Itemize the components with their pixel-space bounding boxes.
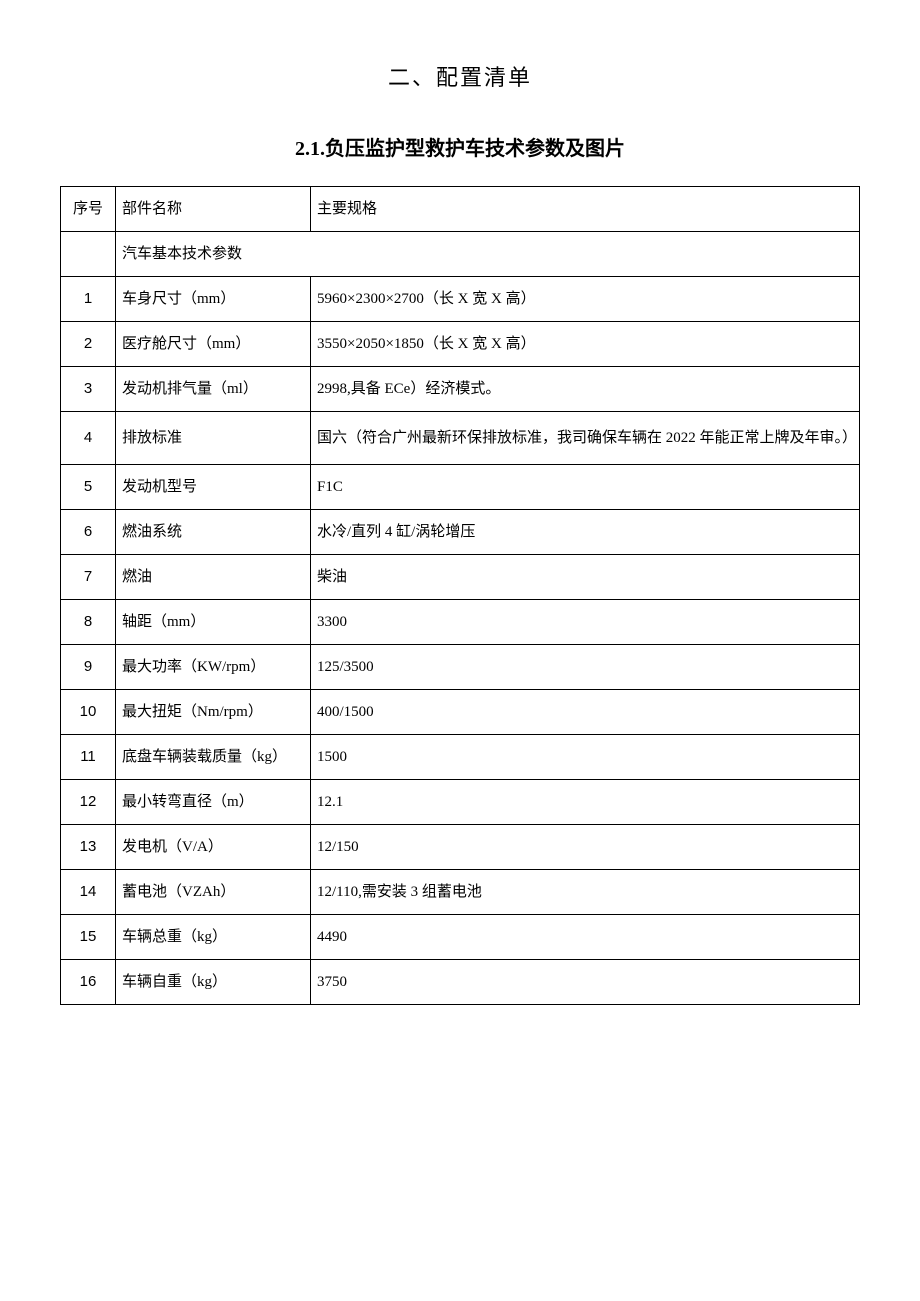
cell-spec: 4490 <box>311 915 860 960</box>
cell-name: 最大功率（KW/rpm） <box>116 645 311 690</box>
cell-name: 车身尺寸（mm） <box>116 277 311 322</box>
section-title: 2.1.负压监护型救护车技术参数及图片 <box>60 132 860 161</box>
spec-table: 序号 部件名称 主要规格 汽车基本技术参数 1 车身尺寸（mm） 5960×23… <box>60 186 860 1005</box>
cell-spec: 2998,具备 ECe）经济模式。 <box>311 367 860 412</box>
table-row: 6 燃油系统 水冷/直列 4 缸/涡轮增压 <box>61 510 860 555</box>
cell-name: 最小转弯直径（m） <box>116 780 311 825</box>
cell-index: 13 <box>61 825 116 870</box>
table-row: 7 燃油 柴油 <box>61 555 860 600</box>
table-row: 12 最小转弯直径（m） 12.1 <box>61 780 860 825</box>
table-row: 15 车辆总重（kg） 4490 <box>61 915 860 960</box>
table-row: 10 最大扭矩（Nm/rpm） 400/1500 <box>61 690 860 735</box>
cell-index: 6 <box>61 510 116 555</box>
table-row: 8 轴距（mm） 3300 <box>61 600 860 645</box>
cell-index: 10 <box>61 690 116 735</box>
table-header-row: 序号 部件名称 主要规格 <box>61 187 860 232</box>
cell-index: 7 <box>61 555 116 600</box>
cell-spec: 12/110,需安装 3 组蓄电池 <box>311 870 860 915</box>
table-row: 16 车辆自重（kg） 3750 <box>61 960 860 1005</box>
cell-name: 发动机排气量（ml） <box>116 367 311 412</box>
cell-spec: F1C <box>311 465 860 510</box>
cell-spec: 柴油 <box>311 555 860 600</box>
cell-spec: 12.1 <box>311 780 860 825</box>
cell-name: 车辆自重（kg） <box>116 960 311 1005</box>
cell-name: 医疗舱尺寸（mm） <box>116 322 311 367</box>
cell-index: 16 <box>61 960 116 1005</box>
header-index: 序号 <box>61 187 116 232</box>
table-row: 13 发电机（V/A） 12/150 <box>61 825 860 870</box>
cell-index: 15 <box>61 915 116 960</box>
cell-name: 最大扭矩（Nm/rpm） <box>116 690 311 735</box>
cell-name: 底盘车辆装载质量（kg） <box>116 735 311 780</box>
table-row: 9 最大功率（KW/rpm） 125/3500 <box>61 645 860 690</box>
header-spec: 主要规格 <box>311 187 860 232</box>
table-row: 2 医疗舱尺寸（mm） 3550×2050×1850（长 X 宽 X 高） <box>61 322 860 367</box>
table-row: 4 排放标准 国六（符合广州最新环保排放标准，我司确保车辆在 2022 年能正常… <box>61 412 860 465</box>
table-row: 11 底盘车辆装载质量（kg） 1500 <box>61 735 860 780</box>
cell-name: 排放标准 <box>116 412 311 465</box>
cell-name: 发动机型号 <box>116 465 311 510</box>
cell-spec: 3550×2050×1850（长 X 宽 X 高） <box>311 322 860 367</box>
table-section-row: 汽车基本技术参数 <box>61 232 860 277</box>
cell-index: 4 <box>61 412 116 465</box>
cell-spec: 400/1500 <box>311 690 860 735</box>
cell-spec: 12/150 <box>311 825 860 870</box>
cell-name: 车辆总重（kg） <box>116 915 311 960</box>
cell-index: 5 <box>61 465 116 510</box>
page-title: 二、配置清单 <box>60 60 860 92</box>
cell-index: 1 <box>61 277 116 322</box>
cell-name: 燃油 <box>116 555 311 600</box>
cell-index: 11 <box>61 735 116 780</box>
cell-index: 3 <box>61 367 116 412</box>
cell-name: 蓄电池（VZAh） <box>116 870 311 915</box>
cell-spec: 125/3500 <box>311 645 860 690</box>
table-row: 3 发动机排气量（ml） 2998,具备 ECe）经济模式。 <box>61 367 860 412</box>
cell-spec: 5960×2300×2700（长 X 宽 X 高） <box>311 277 860 322</box>
cell-name: 轴距（mm） <box>116 600 311 645</box>
cell-spec: 水冷/直列 4 缸/涡轮增压 <box>311 510 860 555</box>
cell-spec: 1500 <box>311 735 860 780</box>
cell-name: 发电机（V/A） <box>116 825 311 870</box>
cell-spec: 3300 <box>311 600 860 645</box>
cell-index: 12 <box>61 780 116 825</box>
table-row: 5 发动机型号 F1C <box>61 465 860 510</box>
cell-index: 2 <box>61 322 116 367</box>
section-label: 汽车基本技术参数 <box>116 232 860 277</box>
cell-name: 燃油系统 <box>116 510 311 555</box>
cell-spec: 国六（符合广州最新环保排放标准，我司确保车辆在 2022 年能正常上牌及年审。） <box>311 412 860 465</box>
cell-index: 8 <box>61 600 116 645</box>
header-name: 部件名称 <box>116 187 311 232</box>
cell-spec: 3750 <box>311 960 860 1005</box>
table-row: 1 车身尺寸（mm） 5960×2300×2700（长 X 宽 X 高） <box>61 277 860 322</box>
cell-index: 14 <box>61 870 116 915</box>
section-index-cell <box>61 232 116 277</box>
table-row: 14 蓄电池（VZAh） 12/110,需安装 3 组蓄电池 <box>61 870 860 915</box>
cell-index: 9 <box>61 645 116 690</box>
